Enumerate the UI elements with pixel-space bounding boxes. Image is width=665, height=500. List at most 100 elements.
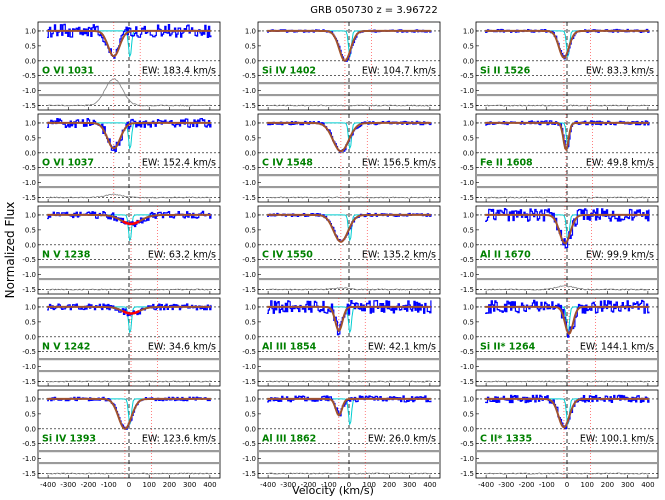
y-tick-label: 0.5	[245, 410, 256, 418]
y-tick-label: 0.5	[463, 134, 474, 142]
highlight-segment	[122, 310, 140, 315]
x-tick-label: 200	[383, 481, 396, 489]
equivalent-width-label: EW: 123.6 km/s	[142, 434, 216, 445]
y-tick-label: 1.0	[25, 27, 36, 35]
y-tick-label: -1.0	[242, 455, 256, 463]
model-fit	[485, 397, 649, 429]
ion-label: N V 1242	[42, 342, 90, 353]
y-tick-label: -1.0	[460, 363, 474, 371]
x-tick-label: -100	[539, 481, 555, 489]
equivalent-width-label: EW: 34.6 km/s	[148, 342, 216, 353]
y-tick-label: 0.0	[25, 333, 36, 341]
residual-line	[46, 380, 212, 383]
y-tick-label: -1.0	[22, 87, 36, 95]
y-tick-label: 0.0	[25, 57, 36, 65]
x-tick-label: -400	[260, 481, 276, 489]
y-tick-label: 0.5	[463, 410, 474, 418]
y-tick-label: 0.0	[245, 425, 256, 433]
model-fit	[485, 121, 649, 152]
y-tick-label: -1.0	[242, 179, 256, 187]
model-fit	[267, 121, 431, 153]
spectrum-line	[267, 300, 432, 336]
ion-label: Si II* 1264	[480, 342, 536, 353]
residual-line	[46, 472, 212, 475]
y-tick-label: -0.5	[460, 72, 474, 80]
model-fit	[267, 305, 431, 333]
x-tick-label: 300	[621, 481, 634, 489]
y-tick-label: -1.5	[242, 102, 256, 110]
x-tick-label: -300	[280, 481, 296, 489]
y-tick-label: 0.5	[245, 134, 256, 142]
panel: -1.5 -1.0 -0.5 0.0 0.5 1.0 Al III 1854 EW: 42.1…	[242, 297, 441, 387]
y-tick-label: -1.0	[460, 271, 474, 279]
y-tick-label: -1.5	[460, 286, 474, 294]
ion-label: Si IV 1402	[262, 66, 316, 77]
equivalent-width-label: EW: 99.9 km/s	[586, 250, 654, 261]
y-tick-label: -0.5	[22, 256, 36, 264]
y-tick-label: 0.0	[25, 241, 36, 249]
y-tick-label: 0.5	[463, 42, 474, 50]
ion-label: C IV 1550	[262, 250, 313, 261]
x-tick-label: -100	[321, 481, 337, 489]
y-tick-label: 0.0	[245, 57, 256, 65]
y-tick-label: -0.5	[460, 440, 474, 448]
panel: -1.5 -1.0 -0.5 0.0 0.5 1.0 Si II* 1264 EW: 144.…	[460, 297, 659, 387]
y-tick-label: -1.5	[22, 194, 36, 202]
ion-label: Fe II 1608	[480, 158, 533, 169]
residual-line	[485, 196, 649, 199]
y-tick-label: -1.5	[460, 378, 474, 386]
y-tick-label: -1.5	[22, 102, 36, 110]
x-tick-label: 200	[601, 481, 614, 489]
y-tick-label: 1.0	[463, 211, 474, 219]
residual-line	[484, 380, 650, 383]
residual-line	[47, 193, 212, 199]
x-tick-label: 400	[203, 481, 216, 489]
y-tick-label: 0.0	[245, 333, 256, 341]
equivalent-width-label: EW: 26.0 km/s	[368, 434, 436, 445]
y-tick-label: -0.5	[22, 72, 36, 80]
y-tick-label: 0.0	[463, 425, 474, 433]
y-tick-label: -1.0	[460, 179, 474, 187]
highlight-segment	[122, 220, 140, 226]
model-fit	[47, 121, 211, 150]
y-tick-label: -0.5	[242, 256, 256, 264]
y-tick-label: 1.0	[463, 27, 474, 35]
y-tick-label: 1.0	[25, 119, 36, 127]
residual-line	[47, 78, 212, 107]
y-tick-label: -0.5	[22, 440, 36, 448]
model-fit	[485, 213, 649, 245]
x-tick-label: 0	[347, 481, 351, 489]
y-tick-label: 1.0	[245, 303, 256, 311]
y-tick-label: 0.0	[25, 149, 36, 157]
y-tick-label: -1.5	[242, 470, 256, 478]
equivalent-width-label: EW: 183.4 km/s	[142, 66, 216, 77]
y-tick-label: -0.5	[460, 348, 474, 356]
x-tick-label: 0	[127, 481, 131, 489]
x-axis-label: Velocity (km/s)	[292, 484, 374, 497]
model-fit	[47, 397, 211, 430]
y-tick-label: 0.0	[463, 57, 474, 65]
ion-label: O VI 1037	[42, 158, 94, 169]
y-tick-label: 0.0	[463, 241, 474, 249]
y-tick-label: -1.5	[242, 286, 256, 294]
model-fit	[485, 29, 649, 60]
x-tick-label: -300	[60, 481, 76, 489]
equivalent-width-label: EW: 42.1 km/s	[368, 342, 436, 353]
panel: -1.5 -1.0 -0.5 0.0 0.5 1.0 N V 1238 EW: 63.2 km…	[22, 205, 221, 295]
y-tick-label: -1.5	[22, 470, 36, 478]
spectra-panels: -1.5 -1.0 -0.5 0.0 0.5 1.0 O VI 1031 EW: 183.4 …	[22, 21, 659, 489]
y-tick-label: -0.5	[22, 348, 36, 356]
y-tick-label: 1.0	[245, 27, 256, 35]
residual-line	[484, 285, 649, 291]
y-tick-label: -1.0	[242, 363, 256, 371]
spectrum-line	[47, 118, 212, 152]
x-tick-label: 0	[565, 481, 569, 489]
residual-line	[46, 288, 211, 291]
y-tick-label: 1.0	[25, 303, 36, 311]
y-tick-label: -1.5	[242, 378, 256, 386]
panel: -1.5 -1.0 -0.5 0.0 0.5 1.0 C IV 1548 EW: 156.5 …	[242, 113, 441, 203]
y-tick-label: 0.5	[245, 318, 256, 326]
panel: -1.5 -1.0 -0.5 0.0 0.5 1.0 Al II 1670 EW: 99.9 …	[460, 205, 659, 295]
equivalent-width-label: EW: 156.5 km/s	[362, 158, 436, 169]
